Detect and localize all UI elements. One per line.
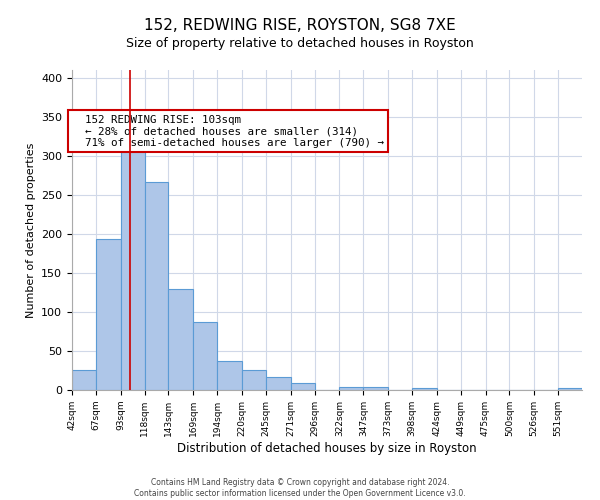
- Bar: [169, 288, 193, 390]
- Bar: [340, 387, 363, 390]
- Bar: [96, 240, 121, 390]
- Bar: [363, 387, 388, 390]
- Bar: [558, 388, 582, 390]
- Bar: [242, 370, 266, 390]
- X-axis label: Distribution of detached houses by size in Royston: Distribution of detached houses by size …: [177, 442, 477, 454]
- Text: 152, REDWING RISE, ROYSTON, SG8 7XE: 152, REDWING RISE, ROYSTON, SG8 7XE: [144, 18, 456, 32]
- Y-axis label: Number of detached properties: Number of detached properties: [26, 142, 35, 318]
- Bar: [193, 322, 217, 390]
- Text: Size of property relative to detached houses in Royston: Size of property relative to detached ho…: [126, 38, 474, 51]
- Bar: [412, 388, 437, 390]
- Bar: [266, 376, 291, 390]
- Text: 152 REDWING RISE: 103sqm
  ← 28% of detached houses are smaller (314)
  71% of s: 152 REDWING RISE: 103sqm ← 28% of detach…: [72, 115, 384, 148]
- Bar: [291, 383, 314, 390]
- Bar: [217, 361, 242, 390]
- Bar: [145, 182, 169, 390]
- Text: Contains HM Land Registry data © Crown copyright and database right 2024.
Contai: Contains HM Land Registry data © Crown c…: [134, 478, 466, 498]
- Bar: [72, 370, 96, 390]
- Bar: [121, 132, 145, 390]
